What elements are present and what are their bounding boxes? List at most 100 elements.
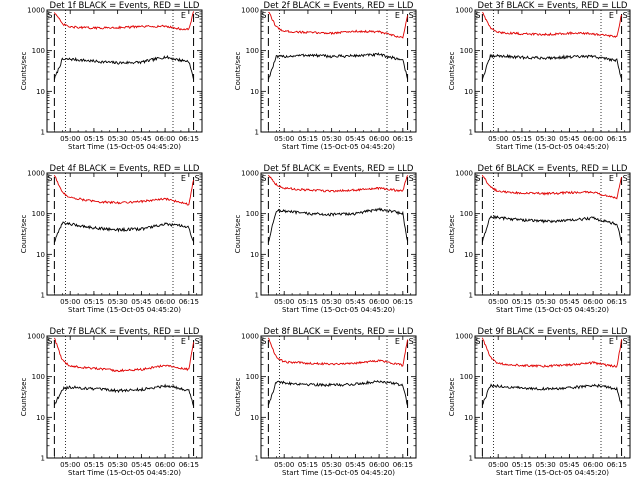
panel-title: Det 1f BLACK = Events, RED = LLD [50, 1, 200, 11]
y-tick-label: 100 [460, 47, 473, 55]
series-line-events [53, 55, 194, 80]
x-tick-label: 05:30 [322, 298, 342, 306]
x-axis-label: Start Time (15-Oct-05 04:45:20) [68, 143, 181, 151]
x-tick-label: 06:15 [179, 135, 199, 143]
x-tick-label: 06:00 [155, 461, 175, 469]
panel-det-3f: Det 3f BLACK = Events, RED = LLD 1 10 100 10… [448, 1, 631, 151]
plot-frame [46, 9, 203, 133]
y-tick-label: 1000 [241, 333, 259, 341]
y-tick-label: 10 [250, 251, 259, 259]
flag-start-label: S [47, 337, 52, 346]
y-tick-label: 100 [32, 210, 45, 218]
flag-start-label: S [409, 337, 414, 346]
flag-start-label: S [623, 174, 628, 183]
x-tick-label: 06:00 [155, 298, 175, 306]
x-tick-label: 05:15 [298, 298, 318, 306]
y-tick-label: 1000 [27, 7, 45, 15]
x-tick-label: 05:15 [512, 461, 532, 469]
x-tick-label: 05:45 [131, 298, 151, 306]
x-tick-label: 05:00 [488, 461, 508, 469]
y-axis-label: Counts/sec [20, 52, 28, 91]
y-tick-label: 1 [255, 129, 259, 137]
y-axis-label: Counts/sec [234, 378, 242, 417]
y-tick-label: 1 [469, 129, 473, 137]
x-tick-label: 06:15 [393, 461, 413, 469]
panel-det-1f: Det 1f BLACK = Events, RED = LLD 1 10 100 10… [20, 1, 203, 151]
x-tick-label: 05:00 [488, 135, 508, 143]
x-tick-label: 06:00 [583, 298, 603, 306]
y-tick-label: 10 [36, 88, 45, 96]
panel-det-2f: Det 2f BLACK = Events, RED = LLD 1 10 100 10… [234, 1, 417, 151]
flag-start-label: S [409, 174, 414, 183]
panel-title: Det 5f BLACK = Events, RED = LLD [264, 164, 414, 174]
panel-det-9f: Det 9f BLACK = Events, RED = LLD 1 10 100 10… [448, 327, 631, 477]
x-tick-label: 06:00 [583, 135, 603, 143]
flag-end-label: E [609, 337, 614, 346]
x-tick-label: 05:00 [274, 461, 294, 469]
x-tick-label: 06:15 [393, 298, 413, 306]
y-tick-label: 100 [460, 373, 473, 381]
x-tick-label: 05:45 [559, 461, 579, 469]
series-line-lld [481, 337, 623, 368]
x-tick-label: 05:45 [559, 298, 579, 306]
y-tick-label: 1000 [27, 170, 45, 178]
flag-start-label: S [195, 337, 200, 346]
y-tick-label: 1 [469, 455, 473, 463]
x-axis-label: Start Time (15-Oct-05 04:45:20) [282, 469, 395, 477]
y-tick-label: 100 [246, 373, 259, 381]
x-tick-label: 05:00 [274, 135, 294, 143]
x-axis-label: Start Time (15-Oct-05 04:45:20) [68, 469, 181, 477]
x-tick-label: 05:15 [298, 135, 318, 143]
y-tick-label: 100 [246, 210, 259, 218]
y-tick-label: 10 [36, 251, 45, 259]
plot-frame [474, 172, 631, 296]
y-tick-label: 1 [255, 455, 259, 463]
series-line-events [481, 383, 623, 406]
y-tick-label: 10 [464, 414, 473, 422]
plot-frame [474, 335, 631, 459]
panel-det-8f: Det 8f BLACK = Events, RED = LLD 1 10 100 10… [234, 327, 417, 477]
x-tick-label: 05:45 [345, 298, 365, 306]
x-tick-label: 06:15 [607, 135, 627, 143]
flag-start-label: S [261, 174, 266, 183]
x-tick-label: 05:30 [108, 135, 128, 143]
x-tick-label: 05:30 [108, 298, 128, 306]
flag-end-label: E [181, 11, 186, 20]
flag-start-label: S [475, 11, 480, 20]
y-tick-label: 10 [250, 414, 259, 422]
y-tick-label: 1000 [455, 333, 473, 341]
series-line-lld [267, 337, 409, 367]
panel-det-6f: Det 6f BLACK = Events, RED = LLD 1 10 100 10… [448, 164, 631, 314]
y-axis-label: Counts/sec [448, 215, 456, 254]
y-tick-label: 1 [469, 292, 473, 300]
x-tick-label: 05:15 [512, 298, 532, 306]
y-tick-label: 100 [460, 210, 473, 218]
y-axis-label: Counts/sec [448, 378, 456, 417]
x-tick-label: 05:45 [131, 461, 151, 469]
x-tick-label: 05:30 [322, 135, 342, 143]
y-tick-label: 1 [41, 292, 45, 300]
x-tick-label: 06:00 [583, 461, 603, 469]
series-line-lld [268, 11, 408, 39]
y-tick-label: 10 [464, 88, 473, 96]
x-tick-label: 06:15 [607, 461, 627, 469]
plot-frame [260, 9, 417, 133]
y-tick-label: 1000 [455, 7, 473, 15]
x-tick-label: 05:00 [60, 298, 80, 306]
y-tick-label: 1000 [241, 7, 259, 15]
x-tick-label: 05:45 [131, 135, 151, 143]
x-tick-label: 05:15 [84, 135, 104, 143]
flag-start-label: S [261, 11, 266, 20]
series-line-events [481, 215, 622, 243]
series-line-lld [53, 174, 194, 206]
x-tick-label: 05:30 [322, 461, 342, 469]
panel-title: Det 3f BLACK = Events, RED = LLD [478, 1, 628, 11]
series-line-lld [53, 11, 194, 31]
x-axis-label: Start Time (15-Oct-05 04:45:20) [282, 306, 395, 314]
flag-end-label: E [395, 174, 400, 183]
flag-end-label: E [395, 337, 400, 346]
flag-end-label: E [609, 174, 614, 183]
x-tick-label: 06:00 [369, 298, 389, 306]
series-line-events [53, 221, 194, 243]
